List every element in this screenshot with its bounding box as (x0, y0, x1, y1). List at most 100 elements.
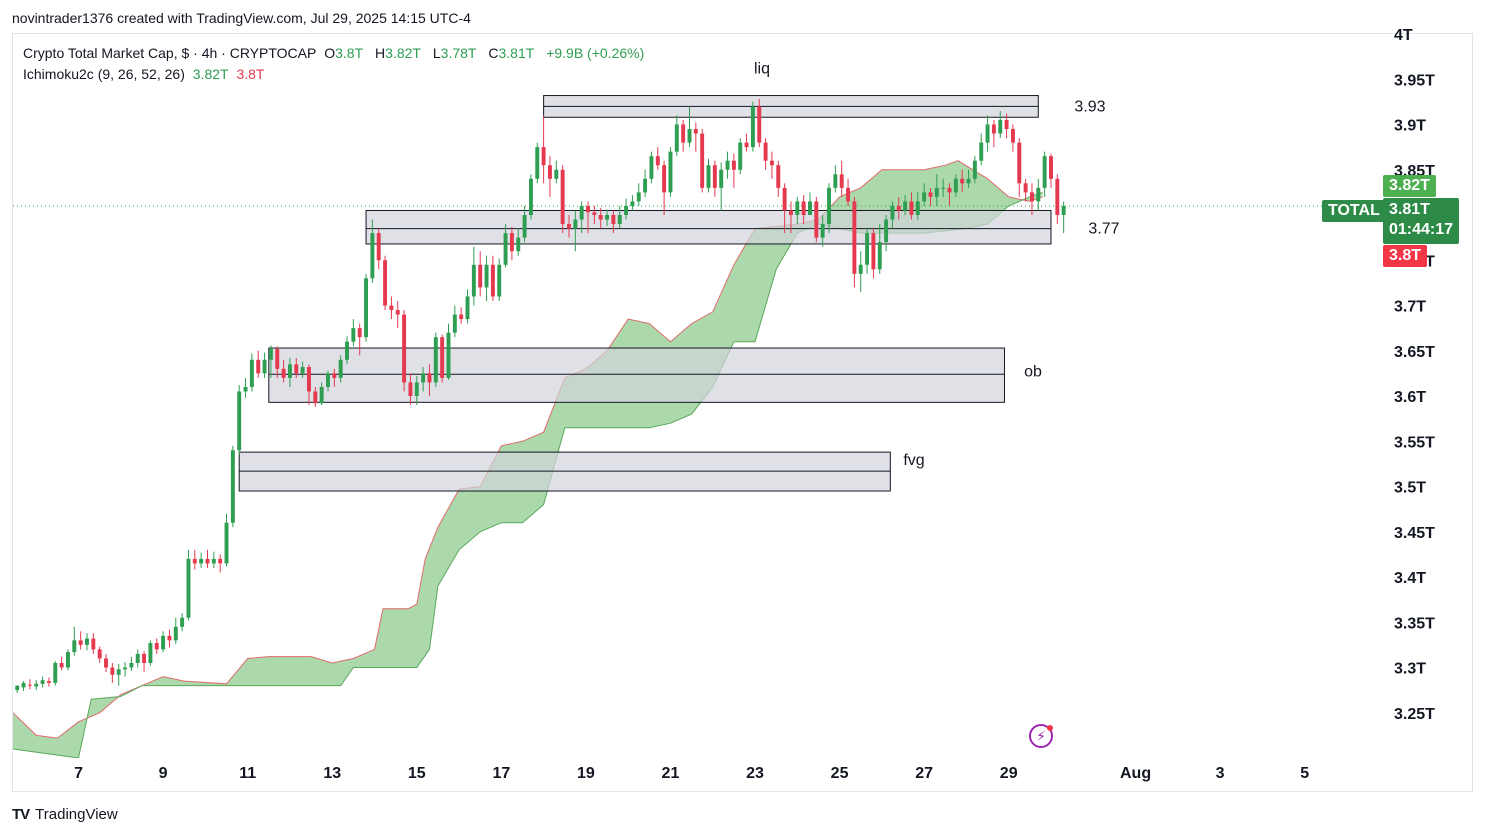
candle-body (586, 205, 590, 213)
candle-body (560, 169, 565, 225)
lower-price-tag: 3.8T (1383, 245, 1428, 267)
candle-body (795, 201, 800, 215)
zone-box-1 (365, 209, 1052, 245)
candle-body (725, 160, 730, 170)
candle-body (915, 201, 920, 215)
candle-body (383, 260, 388, 306)
candle-body (440, 337, 445, 378)
candle-body (858, 264, 863, 274)
candle-body (820, 224, 825, 238)
candle-body (731, 160, 736, 170)
candle-body (662, 165, 667, 193)
candle-body (782, 187, 787, 211)
candle-body (135, 653, 140, 663)
candle-body (110, 667, 115, 675)
candle-body (46, 681, 51, 683)
candle-body (395, 310, 400, 315)
candle-body (465, 296, 470, 320)
zone-label: fvg (903, 452, 924, 469)
candle-body (1023, 183, 1028, 193)
candle-body (788, 210, 793, 215)
candle-body (148, 643, 153, 663)
x-tick-label: 17 (492, 765, 510, 782)
candle-body (490, 264, 495, 297)
chart-frame[interactable] (12, 33, 1473, 792)
candle-body (776, 165, 781, 188)
candle-body (719, 169, 724, 188)
zone-label: ob (1024, 363, 1042, 380)
candle-body (27, 684, 32, 686)
candle-body (636, 192, 641, 202)
candle-body (484, 264, 489, 288)
candle-body (256, 359, 261, 374)
tradingview-brand-text: TradingView (35, 806, 118, 823)
candle-body (452, 314, 457, 333)
zone-box-2 (268, 347, 1005, 403)
x-tick-label: 23 (746, 765, 764, 782)
candle-body (649, 156, 654, 179)
candle-body (167, 635, 172, 641)
candle-body (326, 373, 330, 387)
candle-body (712, 165, 717, 188)
candle-body (249, 359, 254, 387)
candle-body (154, 643, 159, 650)
candle-body (40, 680, 45, 684)
symbol-legend[interactable]: Crypto Total Market Cap, $ · 4h · CRYPTO… (23, 45, 648, 61)
bar-countdown: 01:44:17 (1389, 221, 1454, 238)
candle-body (681, 124, 686, 143)
ohlc-low: L3.78T (432, 45, 477, 61)
zone-label: 3.93 (1074, 98, 1105, 115)
candle-body (579, 205, 584, 220)
candle-body (966, 178, 971, 184)
candle-body (1061, 205, 1066, 215)
candle-body (884, 219, 889, 243)
lightning-icon[interactable]: ⚡ (1029, 724, 1053, 748)
candle-body (180, 617, 185, 627)
price-change: +9.9B (+0.26%) (546, 45, 645, 61)
upper-price-tag: 3.82T (1383, 175, 1436, 197)
x-tick-label: 13 (323, 765, 341, 782)
candle-body (199, 558, 204, 564)
candle-body (21, 682, 26, 688)
candle-body (928, 192, 933, 197)
candle-body (1042, 156, 1047, 188)
candle-body (471, 264, 476, 297)
symbol-name: Crypto Total Market Cap, $ · 4h · CRYPTO… (23, 45, 317, 61)
indicator-legend[interactable]: Ichimoku2c (9, 26, 52, 26) 3.82T 3.8T (23, 66, 268, 82)
candle-body (459, 314, 464, 320)
candle-body (91, 638, 96, 650)
indicator-name: Ichimoku2c (9, 26, 52, 26) (23, 66, 185, 82)
x-tick-label: 21 (662, 765, 680, 782)
candle-body (104, 658, 108, 668)
y-tick-label: 3.9T (1394, 118, 1426, 135)
candle-body (700, 133, 705, 188)
candle-body (877, 242, 882, 270)
candle-body (281, 368, 286, 378)
candle-body (237, 391, 242, 451)
candle-body (567, 224, 571, 229)
y-tick-label: 3.25T (1394, 706, 1435, 723)
candle-body (1004, 119, 1009, 130)
zone-label: liq (754, 61, 770, 78)
candle-body (611, 215, 616, 225)
candle-body (528, 178, 533, 215)
candle-body (903, 201, 908, 211)
candle-body (243, 386, 248, 392)
tradingview-logo-icon: TV (12, 806, 30, 823)
footer-brand[interactable]: TV TradingView (12, 806, 118, 823)
candle-body (1055, 178, 1060, 215)
candle-body (972, 160, 977, 179)
x-tick-label: 25 (831, 765, 849, 782)
candle-body (186, 558, 191, 618)
candle-body (757, 106, 762, 143)
candle-body (306, 367, 311, 392)
candle-body (34, 683, 39, 687)
x-tick-label: 19 (577, 765, 595, 782)
candle-body (522, 215, 527, 238)
candle-body (389, 305, 394, 311)
x-tick-label: 29 (1000, 765, 1018, 782)
y-tick-label: 3.65T (1394, 344, 1435, 361)
indicator-value-2: 3.8T (236, 66, 265, 82)
candle-body (262, 359, 267, 374)
